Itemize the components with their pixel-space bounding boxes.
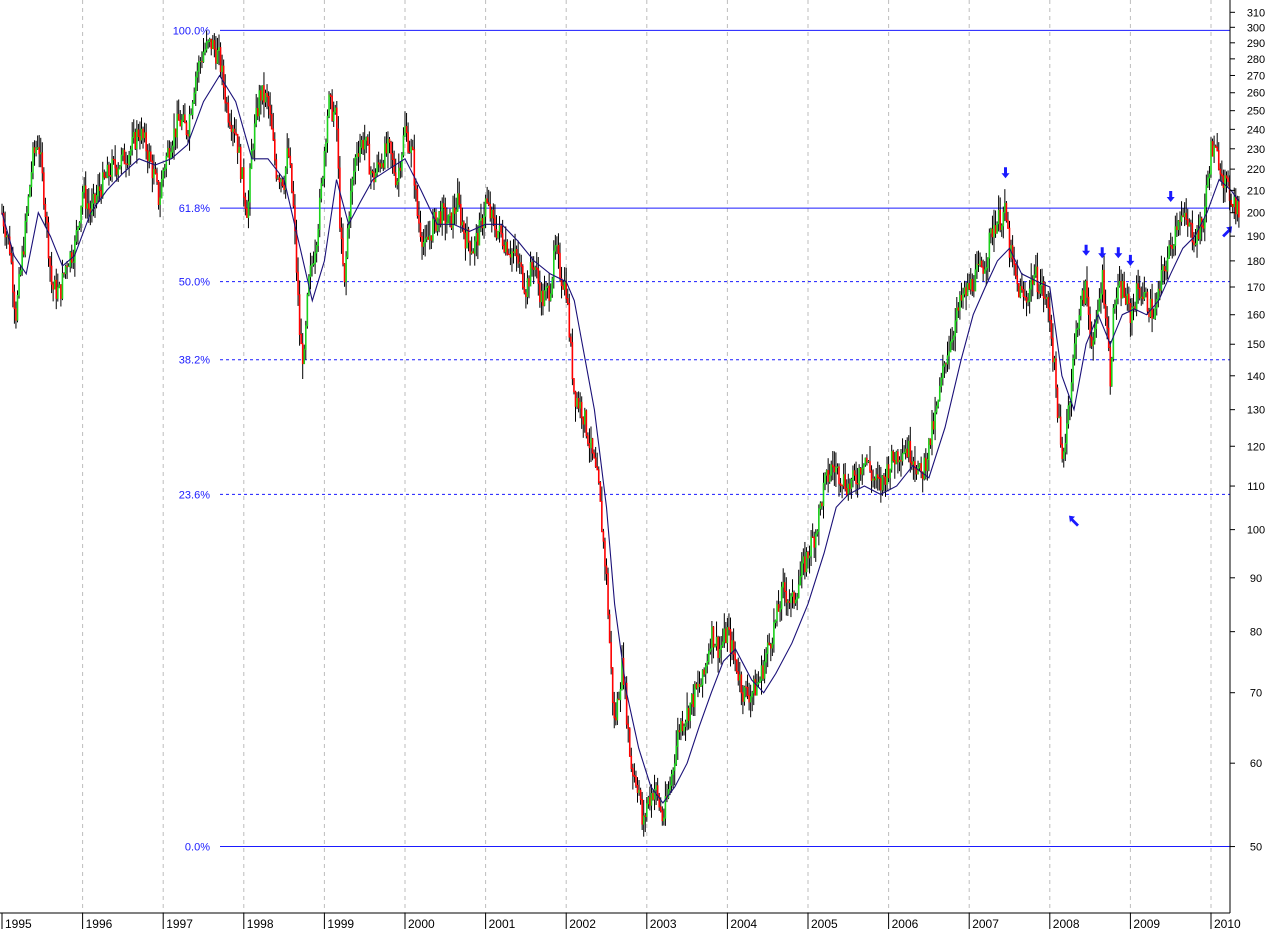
moving-average	[1, 74, 1240, 804]
annotation-arrow-icon	[1082, 244, 1091, 256]
x-tick-label: 2000	[408, 917, 435, 931]
x-tick-label: 2002	[569, 917, 596, 931]
y-tick-label: 260	[1247, 88, 1265, 100]
y-tick-label: 240	[1247, 124, 1265, 136]
y-tick-label: 90	[1250, 573, 1262, 585]
y-tick-label: 130	[1247, 405, 1265, 417]
annotation-arrow-icon	[1098, 247, 1107, 259]
annotation-arrow-icon	[1126, 254, 1135, 266]
x-tick-label: 1997	[166, 917, 193, 931]
fib-level-label: 100.0%	[173, 25, 211, 37]
y-tick-label: 190	[1247, 231, 1265, 243]
y-tick-label: 150	[1247, 339, 1265, 351]
y-tick-label: 220	[1247, 164, 1265, 176]
vertical-gridlines	[82, 0, 1212, 913]
y-tick-label: 120	[1247, 441, 1265, 453]
y-tick-label: 300	[1247, 22, 1265, 34]
x-tick-label: 2010	[1214, 917, 1241, 931]
y-tick-label: 160	[1247, 310, 1265, 322]
annotation-arrow-icon	[1001, 167, 1010, 179]
annotation-arrow-icon	[1069, 515, 1079, 527]
price-bars	[1, 30, 1240, 837]
y-tick-label: 180	[1247, 256, 1265, 268]
y-tick-label: 100	[1247, 525, 1265, 537]
fib-level-label: 50.0%	[179, 277, 210, 289]
fib-level-label: 23.6%	[179, 489, 210, 501]
y-tick-label: 230	[1247, 144, 1265, 156]
fib-level-label: 61.8%	[179, 203, 210, 215]
x-tick-label: 2007	[972, 917, 999, 931]
fibonacci-levels: 100.0% 61.8% 50.0% 38.2% 23.6% 0.0%	[173, 25, 1230, 854]
fib-level-label: 38.2%	[179, 355, 210, 367]
x-tick-label: 2005	[811, 917, 838, 931]
x-tick-label: 2006	[892, 917, 919, 931]
y-tick-label: 280	[1247, 54, 1265, 66]
fib-level-label: 0.0%	[185, 842, 210, 854]
y-tick-label: 80	[1250, 627, 1262, 639]
x-tick-label: 1998	[247, 917, 274, 931]
y-tick-label: 310	[1247, 7, 1265, 19]
x-tick-label: 2009	[1133, 917, 1160, 931]
moving-average-line	[1, 74, 1240, 804]
y-tick-label: 210	[1247, 185, 1265, 197]
y-tick-label: 170	[1247, 282, 1265, 294]
annotation-arrow-icon	[1114, 247, 1123, 259]
y-tick-label: 60	[1250, 758, 1262, 770]
annotation-arrows	[1001, 167, 1233, 527]
y-tick-label: 110	[1247, 481, 1265, 493]
x-tick-label: 1995	[5, 917, 32, 931]
x-tick-label: 1999	[327, 917, 354, 931]
y-tick-label: 200	[1247, 208, 1265, 220]
x-tick-label: 2004	[730, 917, 757, 931]
y-tick-label: 50	[1250, 842, 1262, 854]
y-tick-label: 70	[1250, 688, 1262, 700]
y-tick-label: 290	[1247, 38, 1265, 50]
x-tick-label: 2008	[1053, 917, 1080, 931]
x-tick-label: 2003	[650, 917, 677, 931]
y-tick-label: 140	[1247, 371, 1265, 383]
y-tick-label: 250	[1247, 106, 1265, 118]
x-tick-label: 2001	[489, 917, 516, 931]
y-tick-label: 270	[1247, 70, 1265, 82]
annotation-arrow-icon	[1166, 191, 1175, 202]
x-tick-label: 1996	[86, 917, 113, 931]
